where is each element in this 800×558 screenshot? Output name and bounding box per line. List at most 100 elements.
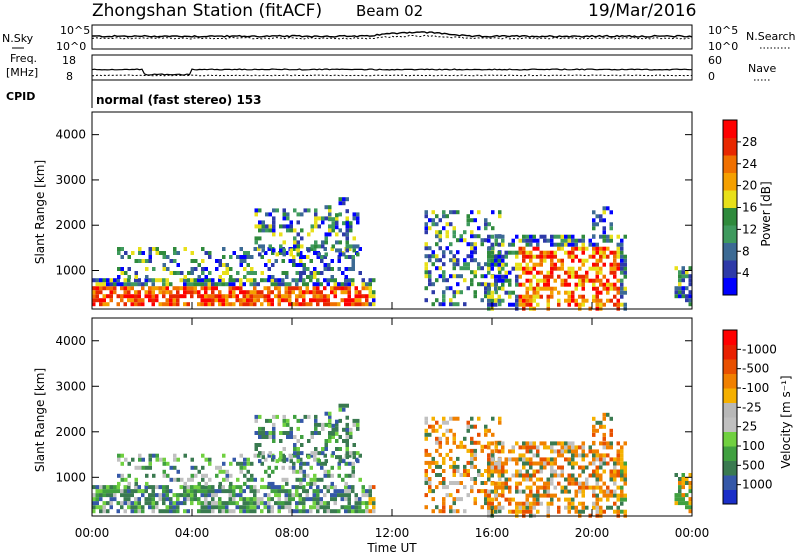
velocity-cell bbox=[324, 447, 328, 451]
power-cell bbox=[358, 298, 362, 303]
power-cell bbox=[228, 278, 232, 283]
power-cell bbox=[279, 224, 283, 229]
power-cell bbox=[620, 282, 624, 287]
power-cell bbox=[473, 258, 477, 263]
velocity-cell bbox=[127, 473, 131, 478]
power-cell bbox=[536, 290, 540, 295]
power-cell bbox=[242, 298, 246, 303]
power-cell bbox=[606, 246, 610, 251]
power-cell bbox=[113, 286, 117, 291]
velocity-cell bbox=[176, 469, 180, 474]
power-cell bbox=[286, 212, 290, 217]
velocity-cell bbox=[536, 461, 540, 466]
power-cell bbox=[459, 290, 463, 295]
velocity-cell bbox=[595, 477, 599, 482]
velocity-cell bbox=[286, 418, 290, 423]
velocity-cell bbox=[484, 489, 488, 494]
velocity-cell bbox=[155, 501, 159, 506]
velocity-cell bbox=[214, 489, 218, 494]
power-cell bbox=[522, 294, 526, 299]
power-cell bbox=[239, 259, 243, 263]
power-cell bbox=[291, 302, 295, 307]
velocity-cell bbox=[674, 473, 678, 477]
velocity-cell bbox=[352, 443, 356, 447]
velocity-cell bbox=[539, 493, 543, 498]
velocity-cell bbox=[571, 453, 575, 458]
velocity-cell bbox=[316, 509, 320, 514]
velocity-cell bbox=[324, 439, 328, 443]
velocity-cell bbox=[330, 497, 334, 502]
velocity-cell bbox=[109, 497, 113, 502]
power-cell bbox=[348, 255, 352, 259]
power-cell bbox=[487, 250, 491, 255]
velocity-cell bbox=[282, 459, 286, 464]
power-cell bbox=[277, 298, 281, 303]
velocity-cell bbox=[215, 465, 219, 470]
power-cell bbox=[463, 262, 467, 267]
velocity-cell bbox=[165, 505, 169, 510]
velocity-cell bbox=[497, 469, 501, 474]
power-cell bbox=[221, 282, 225, 287]
power-cell bbox=[361, 286, 365, 291]
power-cell bbox=[270, 278, 274, 283]
power-cell bbox=[285, 271, 289, 275]
power-cell bbox=[169, 271, 173, 275]
power-cell bbox=[232, 282, 236, 287]
velocity-cell bbox=[536, 501, 540, 506]
velocity-cell bbox=[92, 497, 96, 502]
power-cell bbox=[127, 294, 131, 299]
velocity-cell bbox=[515, 501, 519, 506]
velocity-cell bbox=[529, 493, 533, 498]
power-cell bbox=[592, 250, 596, 255]
velocity-cell bbox=[309, 481, 313, 486]
velocity-cell bbox=[539, 501, 543, 506]
power-cell bbox=[316, 290, 320, 295]
velocity-cell bbox=[268, 451, 272, 456]
power-cell bbox=[145, 275, 149, 279]
power-cell bbox=[215, 267, 219, 271]
velocity-cell bbox=[344, 485, 348, 490]
velocity-cell bbox=[609, 416, 613, 421]
power-cell bbox=[688, 274, 692, 279]
power-cell bbox=[310, 224, 314, 229]
velocity-cell bbox=[293, 414, 297, 419]
velocity-cell bbox=[204, 485, 208, 490]
velocity-cell bbox=[321, 451, 325, 456]
power-cell bbox=[307, 208, 311, 213]
power-cell bbox=[328, 208, 332, 213]
velocity-cell bbox=[239, 489, 243, 494]
power-cell bbox=[368, 286, 372, 291]
colorbar-swatch bbox=[723, 155, 737, 173]
power-cell bbox=[438, 258, 442, 263]
power-cell bbox=[487, 270, 491, 275]
power-cell bbox=[214, 286, 218, 291]
velocity-cell bbox=[295, 485, 299, 490]
velocity-cell bbox=[511, 449, 515, 454]
power-cell bbox=[567, 274, 571, 279]
colorbar-tick-label: 1000 bbox=[742, 478, 773, 492]
velocity-cell bbox=[261, 451, 265, 456]
power-cell bbox=[445, 278, 449, 283]
power-cell bbox=[293, 244, 297, 249]
power-cell bbox=[473, 242, 477, 247]
power-cell bbox=[487, 254, 491, 259]
power-cell bbox=[358, 247, 362, 251]
power-cell bbox=[578, 294, 582, 299]
power-cell bbox=[284, 298, 288, 303]
power-cell bbox=[268, 224, 272, 229]
velocity-cell bbox=[197, 485, 201, 490]
velocity-cell bbox=[347, 493, 351, 498]
velocity-cell bbox=[581, 445, 585, 450]
power-cell bbox=[229, 255, 233, 259]
power-cell bbox=[606, 278, 610, 283]
velocity-cell bbox=[504, 461, 508, 466]
colorbar-swatch bbox=[723, 475, 737, 490]
power-cell bbox=[613, 286, 617, 291]
velocity-cell bbox=[208, 461, 212, 466]
power-cell bbox=[424, 270, 428, 275]
power-cell bbox=[616, 262, 620, 267]
power-cell bbox=[532, 298, 536, 303]
power-cell bbox=[239, 263, 243, 267]
power-cell bbox=[588, 278, 592, 283]
velocity-cell bbox=[574, 489, 578, 494]
